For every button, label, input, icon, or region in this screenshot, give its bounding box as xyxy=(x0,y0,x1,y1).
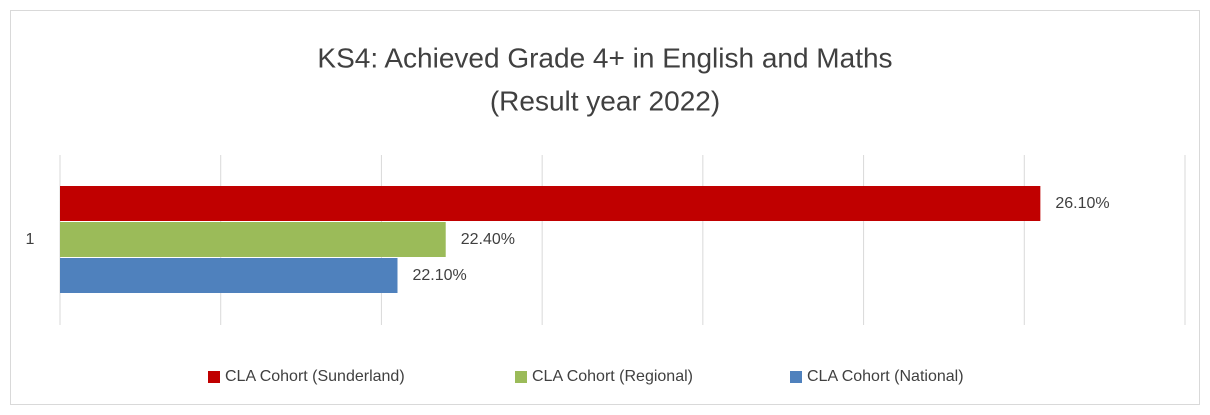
legend-label: CLA Cohort (Regional) xyxy=(532,368,693,385)
chart-subtitle: (Result year 2022) xyxy=(490,85,720,116)
y-tick-label: 1 xyxy=(26,231,35,248)
bar xyxy=(60,258,398,293)
legend-swatch xyxy=(208,371,220,383)
data-label: 22.10% xyxy=(413,267,467,284)
bar xyxy=(60,186,1041,221)
legend-swatch xyxy=(790,371,802,383)
bar xyxy=(60,222,446,257)
data-label: 26.10% xyxy=(1055,195,1109,212)
legend-label: CLA Cohort (National) xyxy=(807,368,964,385)
chart-title: KS4: Achieved Grade 4+ in English and Ma… xyxy=(317,42,892,73)
legend-label: CLA Cohort (Sunderland) xyxy=(225,368,405,385)
data-label: 22.40% xyxy=(461,231,515,248)
legend-swatch xyxy=(515,371,527,383)
